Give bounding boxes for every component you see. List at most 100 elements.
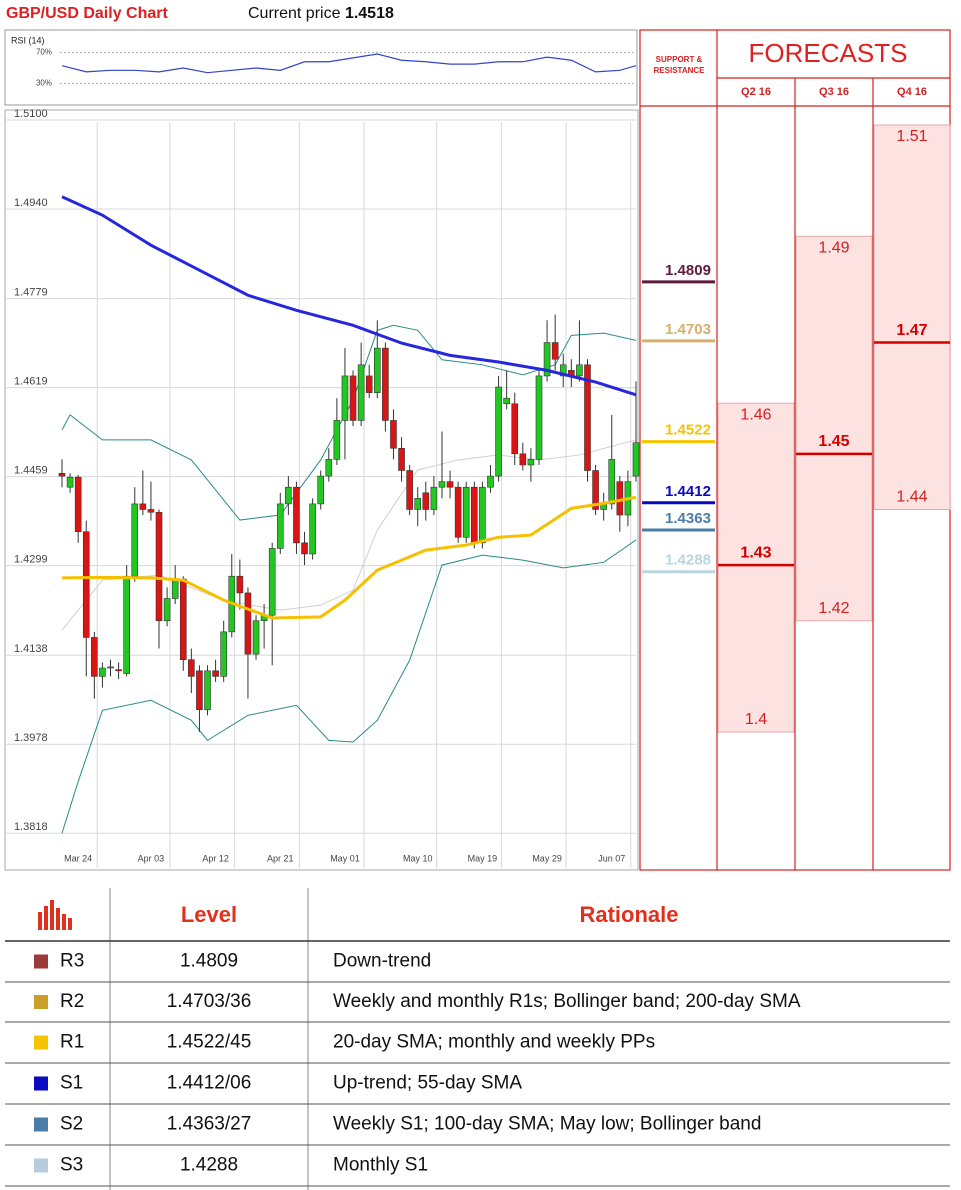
candle-body bbox=[357, 364, 365, 421]
icon-bar bbox=[50, 900, 54, 930]
candle-body bbox=[179, 578, 187, 660]
forecast-high: 1.51 bbox=[896, 128, 927, 145]
level-value: 1.4703/36 bbox=[167, 991, 252, 1012]
table-header: Rationale bbox=[579, 902, 678, 927]
candle-body bbox=[592, 470, 599, 510]
forecast-mid-label: 1.43 bbox=[740, 544, 771, 561]
forecast-high: 1.46 bbox=[740, 406, 771, 423]
sr-header: SUPPORT & bbox=[656, 55, 703, 64]
indicator-line bbox=[61, 439, 637, 631]
sr-label: 1.4522 bbox=[665, 422, 711, 439]
candle-body bbox=[188, 659, 195, 677]
sr-label: 1.4809 bbox=[665, 262, 711, 279]
y-tick-label: 1.5100 bbox=[14, 108, 48, 120]
indicator-line bbox=[61, 495, 637, 620]
candle-body bbox=[276, 503, 284, 549]
level-swatch bbox=[34, 1076, 48, 1091]
candle-body bbox=[139, 503, 147, 510]
candle-body bbox=[155, 511, 163, 622]
level-name: S2 bbox=[60, 1114, 83, 1135]
candle-body bbox=[66, 476, 74, 488]
candle-body bbox=[446, 481, 454, 488]
candle-body bbox=[171, 578, 179, 599]
candle-body bbox=[163, 598, 171, 622]
icon-bar bbox=[68, 918, 72, 930]
candle-body bbox=[373, 347, 381, 393]
x-tick-label: Jun 07 bbox=[598, 853, 625, 863]
y-tick-label: 1.4459 bbox=[14, 465, 48, 477]
y-tick-label: 1.4619 bbox=[14, 376, 48, 388]
candle-body bbox=[309, 503, 316, 555]
rsi-frame bbox=[4, 29, 638, 106]
candle-body bbox=[382, 347, 389, 421]
candle-body bbox=[115, 669, 122, 672]
forecast-mid-label: 1.47 bbox=[896, 322, 927, 339]
candle-body bbox=[365, 375, 373, 393]
candle-body bbox=[471, 486, 478, 544]
sr-label: 1.4412 bbox=[665, 483, 711, 500]
candle-body bbox=[252, 620, 260, 655]
chart-title: GBP/USD Daily Chart bbox=[6, 5, 168, 22]
level-value: 1.4809 bbox=[180, 951, 238, 972]
level-value: 1.4288 bbox=[180, 1155, 238, 1176]
candle-body bbox=[559, 364, 567, 377]
candle-body bbox=[584, 364, 591, 471]
candle-body bbox=[212, 670, 219, 677]
y-tick-label: 1.4299 bbox=[14, 554, 48, 566]
candle-body bbox=[503, 397, 510, 405]
candle-body bbox=[535, 375, 543, 460]
level-name: R2 bbox=[60, 991, 84, 1012]
forecast-range bbox=[873, 124, 951, 510]
candle-body bbox=[74, 476, 82, 533]
candle-body bbox=[341, 375, 349, 421]
x-tick-label: May 01 bbox=[330, 853, 360, 863]
candle-body bbox=[551, 342, 559, 360]
level-value: 1.4412/06 bbox=[167, 1073, 252, 1094]
candle-body bbox=[220, 631, 227, 677]
candle-body bbox=[333, 420, 341, 460]
candle-body bbox=[58, 473, 66, 477]
candle-body bbox=[495, 386, 502, 477]
x-tick-label: May 10 bbox=[403, 853, 433, 863]
y-tick-label: 1.4940 bbox=[14, 197, 48, 209]
candle-body bbox=[454, 486, 462, 538]
forecast-mid-label: 1.45 bbox=[818, 433, 849, 450]
candle-body bbox=[293, 486, 300, 544]
candle-body bbox=[349, 375, 357, 421]
y-tick-label: 1.3978 bbox=[14, 732, 48, 744]
candle-body bbox=[147, 509, 155, 513]
forecast-low: 1.4 bbox=[745, 711, 767, 728]
candle-body bbox=[422, 492, 430, 510]
x-tick-label: Mar 24 bbox=[64, 853, 92, 863]
sr-label: 1.4288 bbox=[665, 552, 711, 569]
x-tick-label: Apr 12 bbox=[202, 853, 229, 863]
icon-bar bbox=[62, 914, 66, 930]
forecast-high: 1.49 bbox=[818, 239, 849, 256]
forecast-low: 1.44 bbox=[896, 489, 927, 506]
level-name: R1 bbox=[60, 1032, 84, 1053]
indicator-line bbox=[61, 195, 637, 397]
sr-label: 1.4703 bbox=[665, 321, 711, 338]
candle-body bbox=[99, 667, 106, 677]
rsi-title: RSI (14) bbox=[11, 35, 45, 45]
candle-body bbox=[301, 542, 308, 555]
rsi-tick-label: 30% bbox=[36, 79, 52, 88]
icon-bar bbox=[38, 912, 42, 930]
candle-body bbox=[430, 486, 438, 510]
level-swatch bbox=[34, 1117, 48, 1132]
forecast-col-label: Q3 16 bbox=[819, 86, 849, 98]
level-name: S1 bbox=[60, 1073, 83, 1094]
candle-body bbox=[196, 670, 203, 711]
candle-body bbox=[131, 503, 139, 577]
level-swatch bbox=[34, 1035, 48, 1050]
x-tick-label: May 19 bbox=[468, 853, 498, 863]
candle-body bbox=[608, 459, 616, 505]
candle-body bbox=[398, 447, 405, 471]
forecast-col-label: Q2 16 bbox=[741, 86, 771, 98]
candle-body bbox=[325, 459, 333, 477]
table-grid bbox=[5, 888, 950, 1190]
y-tick-label: 1.4138 bbox=[14, 643, 48, 655]
candle-body bbox=[285, 486, 292, 505]
